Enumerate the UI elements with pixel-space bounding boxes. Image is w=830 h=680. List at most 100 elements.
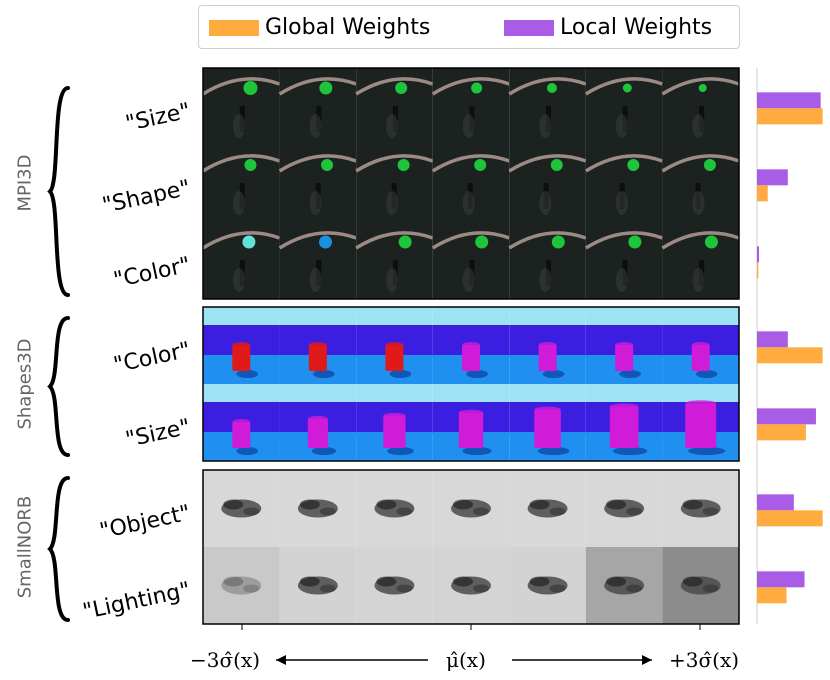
image-cell: [508, 68, 587, 145]
object-detail: [473, 584, 489, 593]
shadow: [619, 370, 641, 378]
robot-arc: [278, 231, 357, 250]
object-ball: [704, 235, 718, 249]
shadow: [386, 268, 399, 292]
object-ball: [471, 82, 483, 94]
bar-local: [757, 571, 805, 588]
legend-swatch-local: [504, 20, 554, 36]
cylinder-top: [538, 342, 557, 348]
image-cell: [278, 145, 357, 222]
legend-label-global: Global Weights: [265, 15, 431, 40]
shadow: [236, 370, 259, 378]
cylinder-top: [462, 342, 480, 348]
image-cell: [509, 384, 586, 461]
image-cell: [278, 222, 357, 299]
object-detail: [529, 499, 550, 510]
bar-local: [757, 494, 794, 511]
shadow: [539, 268, 552, 292]
image-cell: [662, 384, 739, 461]
shadow: [462, 191, 475, 215]
shadow: [615, 114, 628, 138]
cylinder-top: [232, 342, 251, 348]
image-cell: [585, 547, 663, 624]
group-label: MPI3D: [14, 154, 36, 212]
image-cell: [431, 145, 510, 222]
bar-global: [757, 347, 823, 364]
shadow: [389, 370, 412, 378]
object-detail: [682, 499, 703, 510]
object-detail: [223, 576, 244, 587]
shadow: [542, 370, 565, 378]
image-cell: [509, 470, 586, 547]
image-cell: [202, 145, 281, 222]
object-ball: [475, 235, 489, 249]
robot-arc: [202, 154, 281, 173]
image-cell: [661, 145, 740, 222]
object-ball: [546, 83, 557, 93]
image-cell: [662, 470, 739, 547]
image-cell: [662, 307, 739, 384]
cylinder-top: [609, 403, 639, 410]
shadow: [692, 191, 705, 215]
cylinder-top: [458, 409, 484, 416]
legend: Global Weights Local Weights: [198, 5, 740, 49]
bar-global: [757, 185, 768, 202]
robot-arc: [278, 77, 357, 96]
shadow: [309, 114, 322, 138]
robot-arc: [584, 231, 664, 250]
object-cylinder: [534, 409, 561, 448]
object-cylinder: [538, 345, 557, 371]
group-label: SmallNORB: [14, 495, 36, 599]
object-ball: [397, 159, 410, 171]
image-cell: [202, 222, 281, 299]
shadow: [695, 370, 718, 378]
cylinder-top: [534, 406, 561, 413]
image-cell: [356, 307, 433, 384]
object-detail: [626, 584, 643, 593]
axis-center-label: μ̂(x): [446, 648, 486, 672]
bar-local: [757, 169, 788, 186]
shadow: [615, 191, 628, 215]
object-ball: [242, 235, 256, 249]
object-cylinder: [385, 345, 404, 371]
object-detail: [319, 507, 336, 516]
bar-global: [757, 510, 823, 527]
object-detail: [702, 507, 719, 516]
image-cell: [278, 68, 357, 145]
image-grid-border: [202, 67, 740, 300]
shadow: [386, 114, 399, 138]
object-detail: [453, 499, 473, 510]
object-cylinder: [308, 345, 327, 371]
image-cell: [203, 547, 280, 624]
object-ball: [244, 159, 257, 171]
object-detail: [396, 584, 413, 593]
object-ball: [398, 235, 412, 249]
image-cell: [203, 470, 280, 547]
image-cell: [202, 68, 281, 145]
object-cylinder: [462, 345, 480, 371]
robot-arc: [508, 154, 587, 173]
axis-arrow-left-head: [276, 655, 286, 665]
bar-local: [757, 92, 821, 109]
shadow: [311, 447, 336, 455]
object-ball: [703, 159, 716, 171]
object-detail: [376, 499, 397, 510]
image-cell: [508, 145, 587, 222]
image-cell: [355, 145, 434, 222]
shadow: [309, 191, 322, 215]
image-cell: [585, 470, 663, 547]
shadow: [539, 114, 552, 138]
image-grid-border: [202, 306, 740, 462]
image-cell: [585, 384, 663, 461]
bar-local: [757, 246, 760, 263]
object-ball: [321, 159, 334, 171]
object-ball: [627, 159, 640, 171]
object-detail: [702, 584, 719, 593]
shadow: [688, 447, 726, 455]
robot-arc: [661, 77, 740, 96]
image-cell: [356, 470, 433, 547]
image-cell: [279, 470, 357, 547]
object-detail: [243, 507, 260, 516]
shadow: [612, 447, 648, 455]
object-cylinder: [685, 403, 717, 448]
